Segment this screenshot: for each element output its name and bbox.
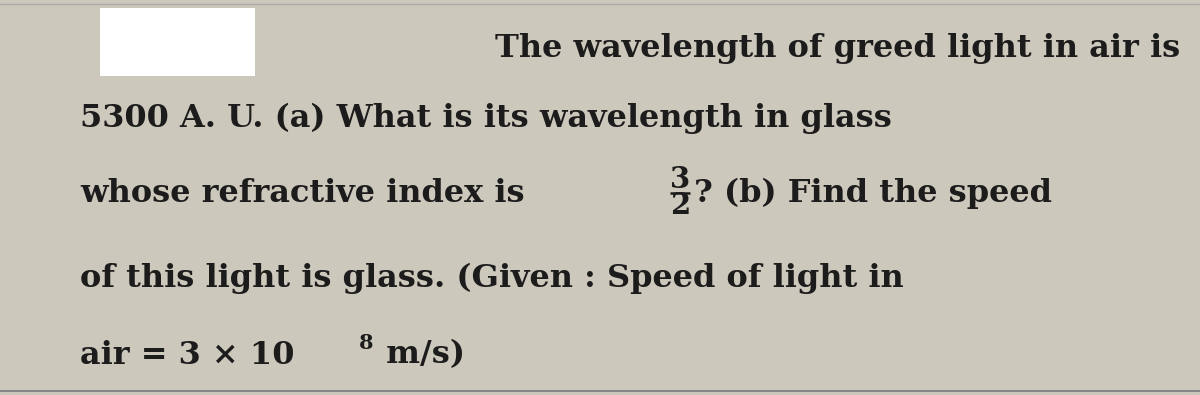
- Text: 5300 A. U. (a) What is its wavelength in glass: 5300 A. U. (a) What is its wavelength in…: [80, 102, 892, 134]
- Text: 2: 2: [670, 192, 690, 220]
- Text: 3: 3: [670, 166, 690, 194]
- Text: whose refractive index is: whose refractive index is: [80, 177, 535, 209]
- Text: 8: 8: [359, 333, 373, 353]
- Text: of this light is glass. (Given : Speed of light in: of this light is glass. (Given : Speed o…: [80, 262, 904, 293]
- Text: m/s): m/s): [374, 339, 464, 371]
- Text: The wavelength of greed light in air is: The wavelength of greed light in air is: [494, 32, 1180, 64]
- Text: air = 3 × 10: air = 3 × 10: [80, 339, 294, 371]
- Text: ? (b) Find the speed: ? (b) Find the speed: [694, 177, 1052, 209]
- Bar: [100, 8, 256, 76]
